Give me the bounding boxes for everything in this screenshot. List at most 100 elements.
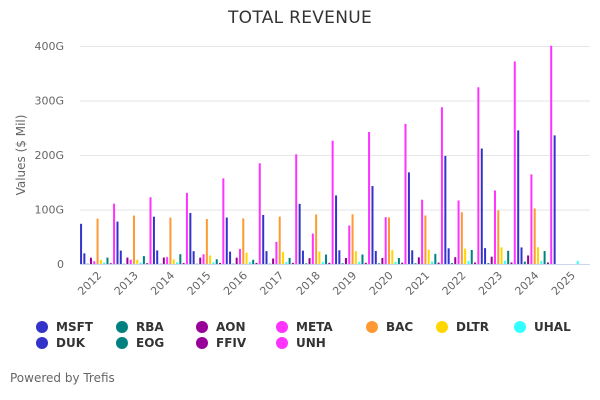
bar-eog-2016[interactable] bbox=[252, 259, 255, 264]
bar-duk-2022[interactable] bbox=[447, 248, 450, 264]
bar-unh-2013[interactable] bbox=[149, 197, 152, 264]
bar-ffiv-2018[interactable] bbox=[328, 262, 331, 264]
bar-duk-2023[interactable] bbox=[484, 248, 487, 264]
bar-aon-2022[interactable] bbox=[454, 257, 457, 264]
legend-item-rba[interactable]: RBA bbox=[116, 320, 164, 334]
bar-bac-2022[interactable] bbox=[460, 212, 463, 264]
bar-meta-2021[interactable] bbox=[421, 199, 424, 264]
bar-bac-2019[interactable] bbox=[351, 214, 354, 264]
bar-uhal-2025[interactable] bbox=[576, 260, 579, 264]
legend-item-msft[interactable]: MSFT bbox=[36, 320, 93, 334]
bar-unh-2012[interactable] bbox=[113, 203, 116, 264]
legend-item-aon[interactable]: AON bbox=[196, 320, 246, 334]
bar-duk-2015[interactable] bbox=[192, 251, 195, 264]
bar-meta-2012[interactable] bbox=[93, 261, 96, 264]
bar-eog-2017[interactable] bbox=[288, 257, 291, 264]
bar-meta-2020[interactable] bbox=[384, 217, 387, 264]
bar-eog-2013[interactable] bbox=[142, 256, 145, 264]
bar-duk-2019[interactable] bbox=[338, 250, 341, 264]
bar-dltr-2020[interactable] bbox=[391, 250, 394, 264]
bar-uhal-2020[interactable] bbox=[394, 261, 397, 264]
bar-dltr-2015[interactable] bbox=[209, 255, 212, 264]
bar-aon-2020[interactable] bbox=[381, 257, 384, 264]
bar-eog-2015[interactable] bbox=[215, 259, 218, 264]
bar-uhal-2012[interactable] bbox=[103, 262, 106, 264]
bar-bac-2024[interactable] bbox=[533, 208, 536, 264]
bar-msft-2014[interactable] bbox=[152, 216, 155, 264]
bar-msft-2015[interactable] bbox=[189, 212, 192, 264]
bar-duk-2013[interactable] bbox=[119, 250, 122, 264]
bar-aon-2013[interactable] bbox=[126, 257, 129, 264]
bar-bac-2016[interactable] bbox=[242, 218, 245, 264]
bar-bac-2020[interactable] bbox=[387, 217, 390, 264]
bar-eog-2024[interactable] bbox=[543, 251, 546, 264]
bar-dltr-2022[interactable] bbox=[464, 248, 467, 264]
bar-eog-2019[interactable] bbox=[361, 254, 364, 264]
bar-aon-2019[interactable] bbox=[344, 258, 347, 264]
bar-unh-2015[interactable] bbox=[222, 178, 225, 264]
bar-msft-2020[interactable] bbox=[371, 186, 374, 264]
bar-meta-2019[interactable] bbox=[348, 225, 351, 264]
bar-duk-2020[interactable] bbox=[374, 250, 377, 264]
bar-ffiv-2013[interactable] bbox=[146, 263, 149, 264]
bar-rba-2016[interactable] bbox=[232, 263, 235, 265]
bar-uhal-2018[interactable] bbox=[321, 261, 324, 264]
bar-meta-2023[interactable] bbox=[493, 190, 496, 264]
bar-meta-2016[interactable] bbox=[238, 248, 241, 264]
legend-item-eog[interactable]: EOG bbox=[116, 336, 164, 350]
bar-ffiv-2019[interactable] bbox=[364, 262, 367, 264]
bar-aon-2018[interactable] bbox=[308, 258, 311, 264]
bar-meta-2015[interactable] bbox=[202, 254, 205, 264]
bar-meta-2017[interactable] bbox=[275, 241, 278, 264]
bar-uhal-2021[interactable] bbox=[431, 261, 434, 264]
bar-msft-2013[interactable] bbox=[116, 221, 119, 264]
bar-ffiv-2016[interactable] bbox=[255, 262, 258, 264]
bar-bac-2012[interactable] bbox=[96, 218, 99, 264]
bar-rba-2021[interactable] bbox=[414, 263, 417, 264]
bar-unh-2016[interactable] bbox=[258, 163, 261, 264]
bar-dltr-2012[interactable] bbox=[99, 259, 102, 264]
bar-rba-2014[interactable] bbox=[159, 263, 162, 265]
bar-aon-2024[interactable] bbox=[527, 255, 530, 264]
bar-ffiv-2012[interactable] bbox=[109, 263, 112, 264]
bar-unh-2017[interactable] bbox=[295, 154, 298, 264]
bar-unh-2018[interactable] bbox=[331, 140, 334, 264]
bar-duk-2024[interactable] bbox=[520, 247, 523, 264]
bar-msft-2022[interactable] bbox=[444, 155, 447, 264]
bar-ffiv-2017[interactable] bbox=[291, 262, 294, 264]
bar-duk-2021[interactable] bbox=[411, 250, 414, 264]
bar-rba-2020[interactable] bbox=[378, 263, 381, 264]
bar-unh-2014[interactable] bbox=[185, 192, 188, 264]
bar-eog-2018[interactable] bbox=[325, 254, 328, 264]
legend-item-dltr[interactable]: DLTR bbox=[436, 320, 489, 334]
bar-uhal-2024[interactable] bbox=[540, 260, 543, 264]
bar-aon-2023[interactable] bbox=[490, 256, 493, 264]
bar-ffiv-2024[interactable] bbox=[546, 262, 549, 264]
bar-rba-2022[interactable] bbox=[450, 263, 453, 264]
bar-unh-2024[interactable] bbox=[550, 45, 553, 264]
bar-uhal-2016[interactable] bbox=[248, 262, 251, 264]
bar-aon-2021[interactable] bbox=[417, 257, 420, 264]
bar-uhal-2013[interactable] bbox=[139, 262, 142, 264]
bar-uhal-2017[interactable] bbox=[285, 262, 288, 264]
bar-msft-2024[interactable] bbox=[517, 130, 520, 264]
bar-msft-2021[interactable] bbox=[407, 172, 410, 264]
bar-unh-2020[interactable] bbox=[404, 123, 407, 265]
bar-eog-2020[interactable] bbox=[397, 258, 400, 264]
bar-aon-2012[interactable] bbox=[89, 257, 92, 264]
bar-rba-2012[interactable] bbox=[86, 263, 89, 265]
bar-aon-2014[interactable] bbox=[162, 257, 165, 264]
bar-aon-2016[interactable] bbox=[235, 257, 238, 264]
bar-uhal-2019[interactable] bbox=[358, 261, 361, 264]
bar-rba-2017[interactable] bbox=[268, 263, 271, 265]
bar-ffiv-2023[interactable] bbox=[510, 262, 513, 264]
legend-item-unh[interactable]: UNH bbox=[276, 336, 326, 350]
bar-msft-2012[interactable] bbox=[80, 223, 83, 264]
bar-rba-2023[interactable] bbox=[487, 263, 490, 264]
bar-duk-2017[interactable] bbox=[265, 251, 268, 264]
bar-duk-2014[interactable] bbox=[156, 250, 159, 264]
bar-dltr-2023[interactable] bbox=[500, 247, 503, 264]
bar-duk-2016[interactable] bbox=[229, 251, 232, 264]
bar-rba-2018[interactable] bbox=[305, 263, 308, 264]
bar-meta-2022[interactable] bbox=[457, 200, 460, 264]
